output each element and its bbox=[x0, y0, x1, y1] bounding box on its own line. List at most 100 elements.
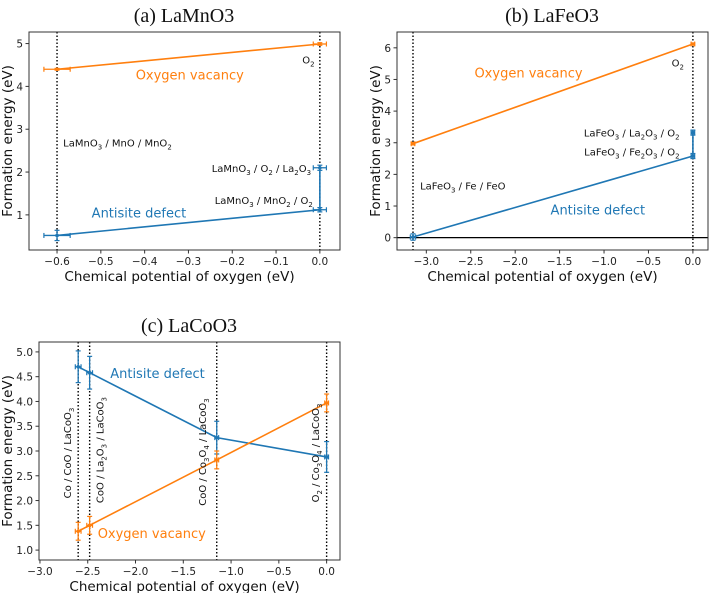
data-point bbox=[324, 455, 329, 459]
y-tick-label: 6 bbox=[384, 43, 391, 55]
x-tick-label: 0.0 bbox=[311, 256, 328, 268]
series-label: Oxygen vacancy bbox=[136, 68, 244, 83]
phase-annotation: LaFeO3 / Fe / FeO bbox=[420, 182, 506, 195]
text-run: / Fe / FeO bbox=[456, 182, 506, 193]
x-tick-label: −1.0 bbox=[218, 566, 244, 578]
x-tick-label: −1.5 bbox=[547, 256, 573, 268]
x-tick-label: −2.5 bbox=[458, 256, 484, 268]
subscript: 2 bbox=[294, 169, 298, 177]
y-tick-label: 4 bbox=[384, 106, 391, 118]
y-tick-label: 4 bbox=[16, 81, 23, 93]
x-tick-label: −0.5 bbox=[88, 256, 114, 268]
phase-annotation: LaMnO3 / O2 / La2O3 bbox=[212, 164, 311, 177]
panel-a: −0.6 −0.5 −0.4 −0.3 −0.2 −0.1 0.0 1 2 3 4 5 Chemical… bbox=[0, 31, 341, 285]
text-run: LaMnO bbox=[63, 138, 98, 149]
subscript: 3 bbox=[249, 201, 253, 209]
text-run: / O bbox=[657, 148, 675, 159]
subscript: 3 bbox=[68, 408, 76, 412]
x-tick-label: −1.5 bbox=[171, 566, 197, 578]
text-run: LaFeO bbox=[584, 129, 615, 140]
data-point bbox=[318, 165, 322, 170]
subscript: 2 bbox=[167, 143, 171, 151]
text-run: / LaCoO bbox=[96, 401, 107, 444]
series-antisite-defect bbox=[43, 164, 328, 242]
panel-c: −3.0 −2.5 −2.0 −1.5 −1.0 −0.5 0.0 1.0 1.5 2.0 2.5 3… bbox=[0, 341, 341, 593]
plot-area bbox=[43, 32, 328, 250]
x-tick-label: −0.3 bbox=[176, 256, 202, 268]
subscript: 3 bbox=[203, 398, 211, 402]
phase-annotation: O2 bbox=[672, 59, 684, 72]
text-run: O bbox=[96, 448, 107, 456]
series-oxygen-vacancy bbox=[43, 41, 328, 72]
panel-b: −3.0 −2.5 −2.0 −1.5 −1.0 −0.5 0.00123456Chemic… bbox=[368, 31, 709, 285]
x-tick-label: −1.0 bbox=[591, 256, 617, 268]
series-oxygen-vacancy bbox=[74, 393, 330, 541]
x-tick-label: −2.0 bbox=[502, 256, 528, 268]
subscript: 2 bbox=[680, 64, 684, 72]
text-run: / LaCoO bbox=[311, 408, 322, 451]
text-run: / Co bbox=[311, 467, 322, 490]
subscript: 3 bbox=[316, 463, 324, 467]
series-oxygen-vacancy bbox=[410, 41, 696, 147]
x-tick-label: −0.1 bbox=[263, 256, 289, 268]
data-point bbox=[411, 141, 415, 146]
data-point bbox=[691, 42, 695, 46]
x-tick-label: −0.5 bbox=[636, 256, 662, 268]
x-tick-label: −0.2 bbox=[219, 256, 245, 268]
subscript: 3 bbox=[316, 404, 324, 408]
chart-title: (b) LaFeO3 bbox=[505, 5, 599, 27]
text-run: O bbox=[311, 455, 322, 463]
y-tick-label: 2.5 bbox=[16, 471, 33, 483]
y-tick-label: 3.0 bbox=[16, 446, 33, 458]
subscript: 4 bbox=[316, 450, 324, 455]
x-tick-label: −0.6 bbox=[44, 256, 70, 268]
x-axis-label: Chemical potential of oxygen (eV) bbox=[64, 269, 294, 285]
text-run: / O bbox=[251, 164, 269, 175]
plot-area bbox=[397, 32, 708, 250]
text-run: LaMnO bbox=[212, 164, 247, 175]
data-point bbox=[87, 370, 92, 375]
text-run: LaFeO bbox=[584, 148, 615, 159]
y-tick-label: 5.0 bbox=[16, 347, 33, 359]
data-point bbox=[214, 458, 219, 462]
subscript: 2 bbox=[641, 153, 645, 161]
subscript: 4 bbox=[203, 445, 211, 450]
text-run: / LaCoO bbox=[198, 403, 209, 446]
text-run: O bbox=[311, 494, 322, 502]
chart-title: (c) LaCoO3 bbox=[140, 315, 238, 337]
y-tick-label: 4.0 bbox=[16, 396, 33, 408]
subscript: 2 bbox=[101, 456, 109, 460]
y-tick-label: 2 bbox=[384, 169, 391, 181]
text-run: O bbox=[302, 55, 310, 66]
subscript: 3 bbox=[101, 444, 109, 448]
text-run: / O bbox=[657, 129, 675, 140]
text-run: / O bbox=[291, 196, 309, 207]
phase-annotation: O2 / Co3O4 / LaCoO3 bbox=[311, 404, 324, 503]
y-tick-label: 3 bbox=[16, 124, 23, 136]
text-run: O bbox=[645, 129, 653, 140]
y-tick-label: 2 bbox=[16, 167, 23, 179]
subscript: 3 bbox=[615, 153, 619, 161]
y-tick-label: 1.5 bbox=[16, 520, 33, 532]
series-line bbox=[412, 43, 694, 145]
y-tick-label: 2.0 bbox=[16, 496, 33, 508]
y-tick-label: 5 bbox=[16, 39, 23, 51]
data-point bbox=[55, 233, 59, 238]
subscript: 2 bbox=[675, 153, 679, 161]
text-run: CoO / Co bbox=[198, 462, 209, 506]
data-point bbox=[214, 435, 219, 440]
series-line bbox=[77, 366, 327, 458]
subscript: 3 bbox=[203, 457, 211, 461]
phase-annotation: CoO / Co3O4 / LaCoO3 bbox=[198, 398, 211, 506]
text-run: O bbox=[645, 148, 653, 159]
series-label: Oxygen vacancy bbox=[474, 67, 582, 82]
data-point bbox=[318, 207, 322, 212]
axes-frame bbox=[396, 31, 709, 251]
text-run: O bbox=[198, 449, 209, 457]
x-tick-label: −2.5 bbox=[75, 566, 101, 578]
subscript: 2 bbox=[286, 201, 290, 209]
data-point bbox=[76, 529, 80, 534]
text-run: LaMnO bbox=[215, 196, 250, 207]
y-tick-label: 0 bbox=[384, 233, 391, 245]
y-tick-label: 3.5 bbox=[16, 421, 33, 433]
